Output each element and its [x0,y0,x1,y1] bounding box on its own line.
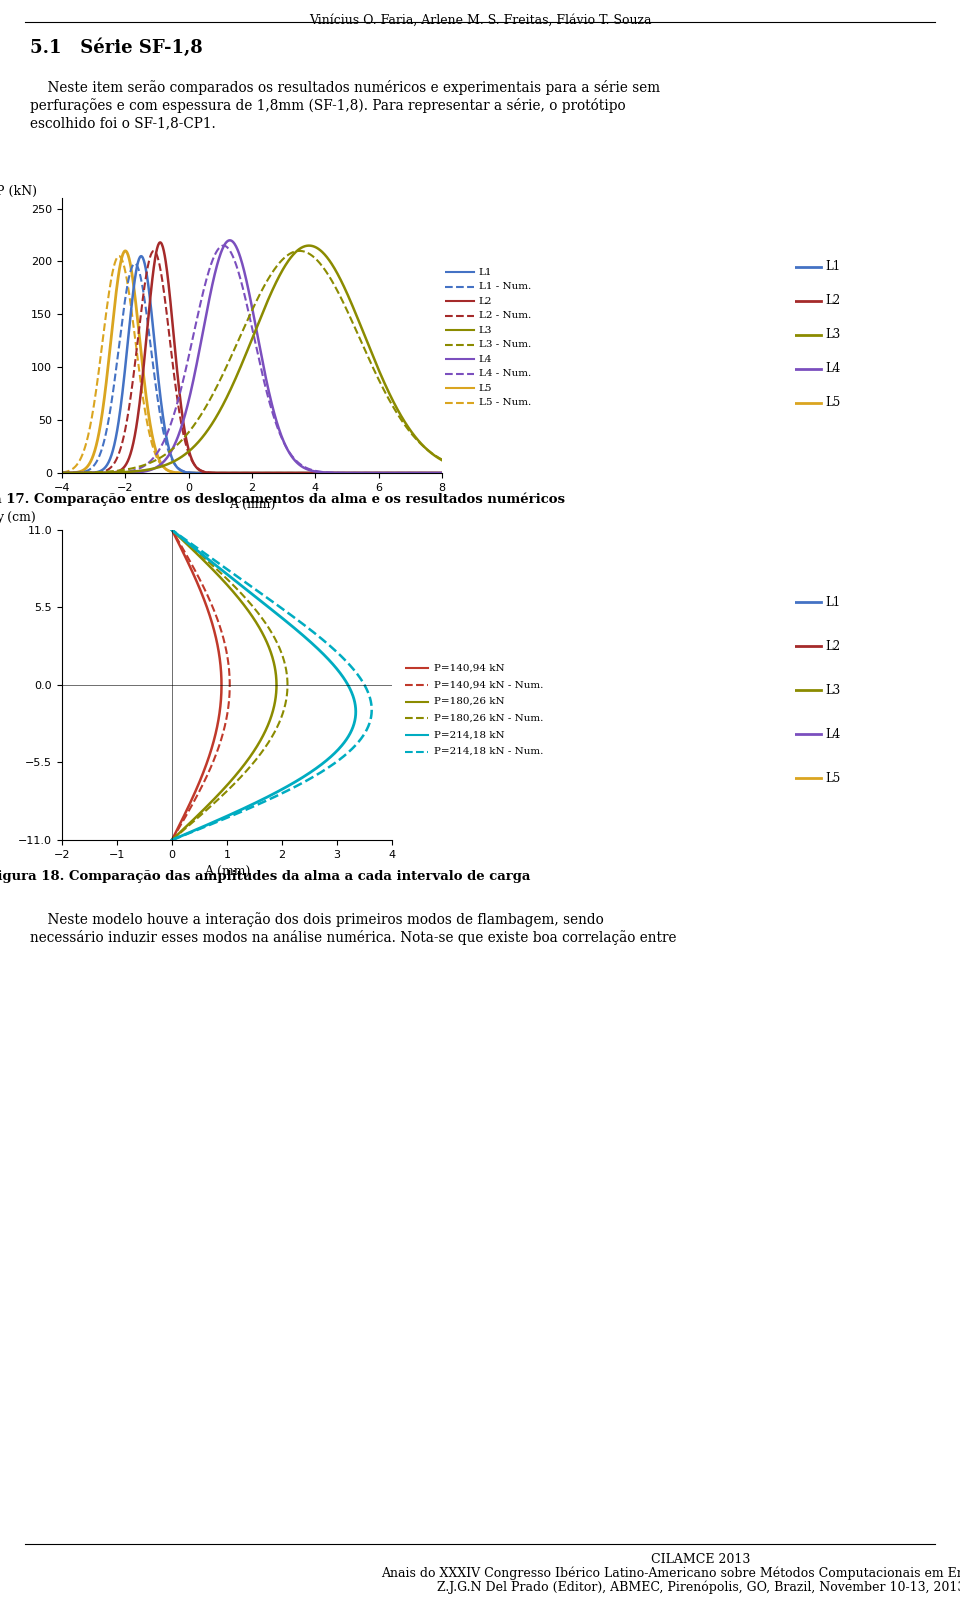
Text: perfurações e com espessura de 1,8mm (SF-1,8). Para representar a série, o protó: perfurações e com espessura de 1,8mm (SF… [30,98,626,112]
Text: L4: L4 [825,363,840,376]
Text: L3: L3 [479,326,492,335]
Text: P=214,18 kN: P=214,18 kN [434,730,504,740]
Y-axis label: P (kN): P (kN) [0,185,36,197]
Text: P=180,26 kN: P=180,26 kN [434,697,504,706]
Text: L3: L3 [825,329,840,342]
Text: L1 - Num.: L1 - Num. [479,282,531,291]
Text: 5.1   Série SF-1,8: 5.1 Série SF-1,8 [30,39,203,56]
Text: Figura 17. Comparação entre os deslocamentos da alma e os resultados numéricos: Figura 17. Comparação entre os deslocame… [0,493,565,506]
Text: necessário induzir esses modos na análise numérica. Nota-se que existe boa corre: necessário induzir esses modos na anális… [30,929,677,945]
Text: P=180,26 kN - Num.: P=180,26 kN - Num. [434,714,542,722]
Text: Neste item serão comparados os resultados numéricos e experimentais para a série: Neste item serão comparados os resultado… [30,80,660,95]
Text: L5: L5 [825,396,840,409]
Text: L5: L5 [825,772,840,785]
Text: L2: L2 [825,639,840,653]
Text: L5: L5 [479,384,492,393]
Text: L1: L1 [825,595,840,608]
Text: P=140,94 kN - Num.: P=140,94 kN - Num. [434,681,542,690]
X-axis label: A (mm): A (mm) [228,498,276,512]
Text: L1: L1 [479,268,492,276]
Text: P=140,94 kN: P=140,94 kN [434,664,504,672]
Text: L3 - Num.: L3 - Num. [479,340,531,350]
Text: Neste modelo houve a interação dos dois primeiros modos de flambagem, sendo: Neste modelo houve a interação dos dois … [30,912,604,926]
Text: L4 - Num.: L4 - Num. [479,369,531,379]
Text: L2: L2 [825,294,840,308]
Text: Z.J.G.N Del Prado (Editor), ABMEC, Pirenópolis, GO, Brazil, November 10-13, 2013: Z.J.G.N Del Prado (Editor), ABMEC, Piren… [437,1581,960,1594]
Text: L2 - Num.: L2 - Num. [479,311,531,321]
Text: L2: L2 [479,297,492,305]
Y-axis label: y (cm): y (cm) [0,510,36,523]
Text: Figura 18. Comparação das amplitudes da alma a cada intervalo de carga: Figura 18. Comparação das amplitudes da … [0,870,530,883]
Text: Vinícius O. Faria, Arlene M. S. Freitas, Flávio T. Souza: Vinícius O. Faria, Arlene M. S. Freitas,… [309,14,651,27]
Text: L4: L4 [825,727,840,740]
Text: L3: L3 [825,684,840,697]
Text: CILAMCE 2013: CILAMCE 2013 [651,1554,751,1566]
Text: L5 - Num.: L5 - Num. [479,398,531,408]
Text: P=214,18 kN - Num.: P=214,18 kN - Num. [434,748,542,756]
Text: L4: L4 [479,355,492,364]
Text: escolhido foi o SF-1,8-CP1.: escolhido foi o SF-1,8-CP1. [30,116,216,130]
Text: Anais do XXXIV Congresso Ibérico Latino-Americano sobre Métodos Computacionais e: Anais do XXXIV Congresso Ibérico Latino-… [381,1566,960,1581]
Text: L1: L1 [825,260,840,273]
X-axis label: A (mm): A (mm) [204,865,251,878]
